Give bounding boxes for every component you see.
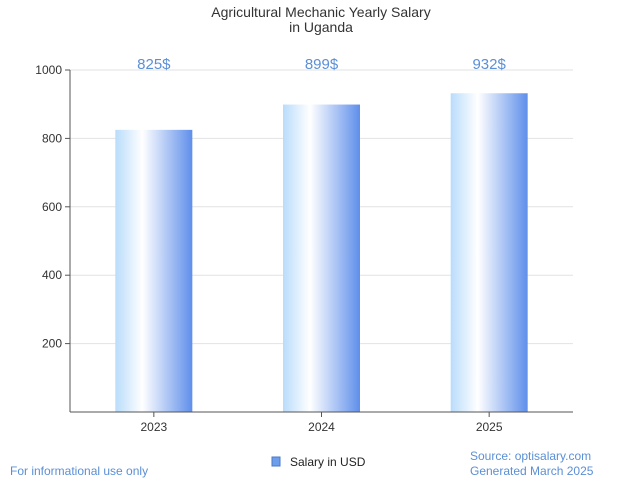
footer-source: Source: optisalary.com xyxy=(470,449,591,463)
legend-label: Salary in USD xyxy=(290,455,366,469)
bars xyxy=(115,93,528,413)
data-label-2025: 932$ xyxy=(472,56,506,73)
footer-disclaimer: For informational use only xyxy=(10,464,148,478)
x-tick-label-2024: 2024 xyxy=(308,420,335,434)
chart-title-line-1: Agricultural Mechanic Yearly Salary xyxy=(211,4,430,20)
x-tick-label-2023: 2023 xyxy=(140,420,167,434)
footer-generated: Generated March 2025 xyxy=(470,464,594,478)
data-labels: 825$ 899$ 932$ xyxy=(137,56,506,73)
chart-title-line-2: in Uganda xyxy=(289,19,353,35)
bar-2023[interactable] xyxy=(115,129,193,412)
y-tick-label: 1000 xyxy=(35,63,62,77)
x-tick-label-2025: 2025 xyxy=(476,420,503,434)
bar-2024[interactable] xyxy=(283,104,360,413)
y-axis-ticks: 200 400 600 800 1000 xyxy=(35,63,70,351)
y-tick-label: 400 xyxy=(42,268,62,282)
data-label-2024: 899$ xyxy=(305,56,339,73)
x-axis-ticks: 2023 2024 2025 xyxy=(140,412,503,434)
bar-2025[interactable] xyxy=(450,93,528,413)
y-tick-label: 200 xyxy=(42,337,62,351)
legend-swatch xyxy=(271,456,281,467)
y-tick-label: 600 xyxy=(42,200,62,214)
y-tick-label: 800 xyxy=(42,131,62,145)
legend[interactable]: Salary in USD xyxy=(271,455,366,469)
data-label-2023: 825$ xyxy=(137,56,171,73)
